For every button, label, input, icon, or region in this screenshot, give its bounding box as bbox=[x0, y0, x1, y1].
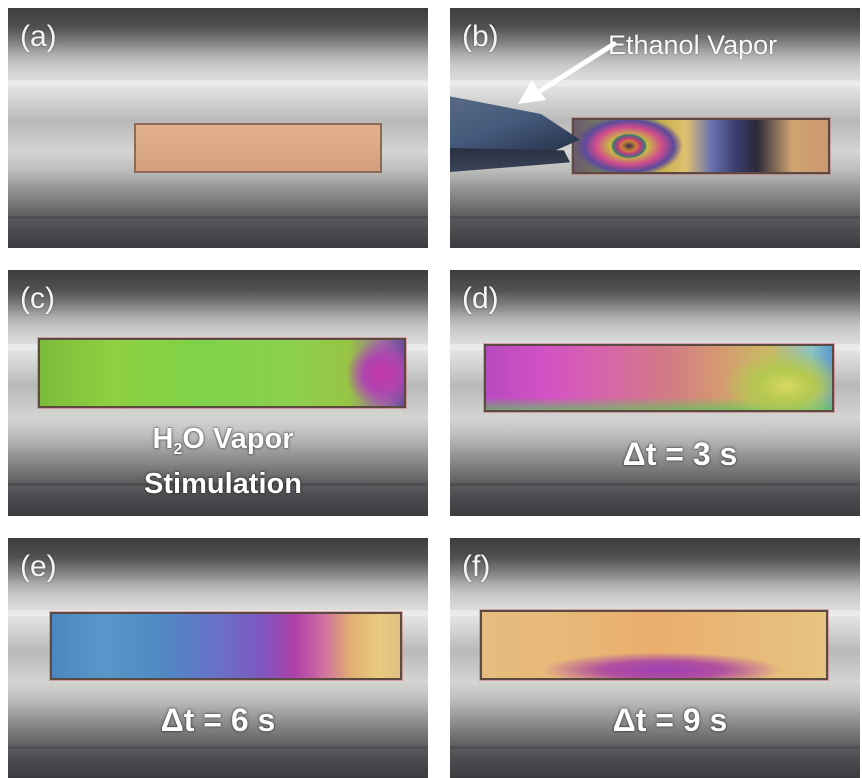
panel-label-c: (c) bbox=[20, 282, 55, 315]
time-caption-e: Δt = 6 s bbox=[160, 702, 276, 738]
caption-line-1: H2O Vapor bbox=[98, 422, 348, 467]
vapor-nozzle-base bbox=[450, 148, 570, 172]
time-caption-f: Δt = 9 s bbox=[612, 702, 728, 738]
panel-label-e: (e) bbox=[20, 550, 57, 583]
caption-subscript: 2 bbox=[173, 441, 183, 458]
time-caption-d: Δt = 3 s bbox=[622, 436, 738, 472]
film-strip-d bbox=[484, 344, 834, 412]
panel-a: (a) bbox=[8, 8, 428, 248]
panel-b: (b) Ethanol Vapor bbox=[450, 8, 860, 248]
panel-label-b: (b) bbox=[462, 20, 499, 53]
panel-label-d: (d) bbox=[462, 282, 499, 315]
caption-rest: O Vapor bbox=[182, 423, 294, 455]
caption-line-2: Stimulation bbox=[144, 468, 302, 500]
film-strip-a bbox=[134, 123, 382, 173]
panel-d: (d) Δt = 3 s bbox=[450, 270, 860, 516]
panel-label-f: (f) bbox=[462, 550, 491, 583]
panel-c: (c) H2O Vapor Stimulation bbox=[8, 270, 428, 516]
h2o-vapor-caption: H2O Vapor Stimulation bbox=[98, 422, 348, 501]
film-strip-e bbox=[50, 612, 402, 680]
panel-label-a: (a) bbox=[20, 20, 57, 53]
film-strip-f bbox=[480, 610, 828, 680]
ethanol-vapor-annotation: Ethanol Vapor bbox=[608, 30, 778, 60]
film-strip-c bbox=[38, 338, 406, 408]
arrow-icon bbox=[518, 41, 617, 104]
caption-h: H bbox=[152, 423, 174, 455]
panel-e: (e) Δt = 6 s bbox=[8, 538, 428, 778]
panel-f: (f) Δt = 9 s bbox=[450, 538, 860, 778]
film-strip-b bbox=[572, 118, 830, 174]
